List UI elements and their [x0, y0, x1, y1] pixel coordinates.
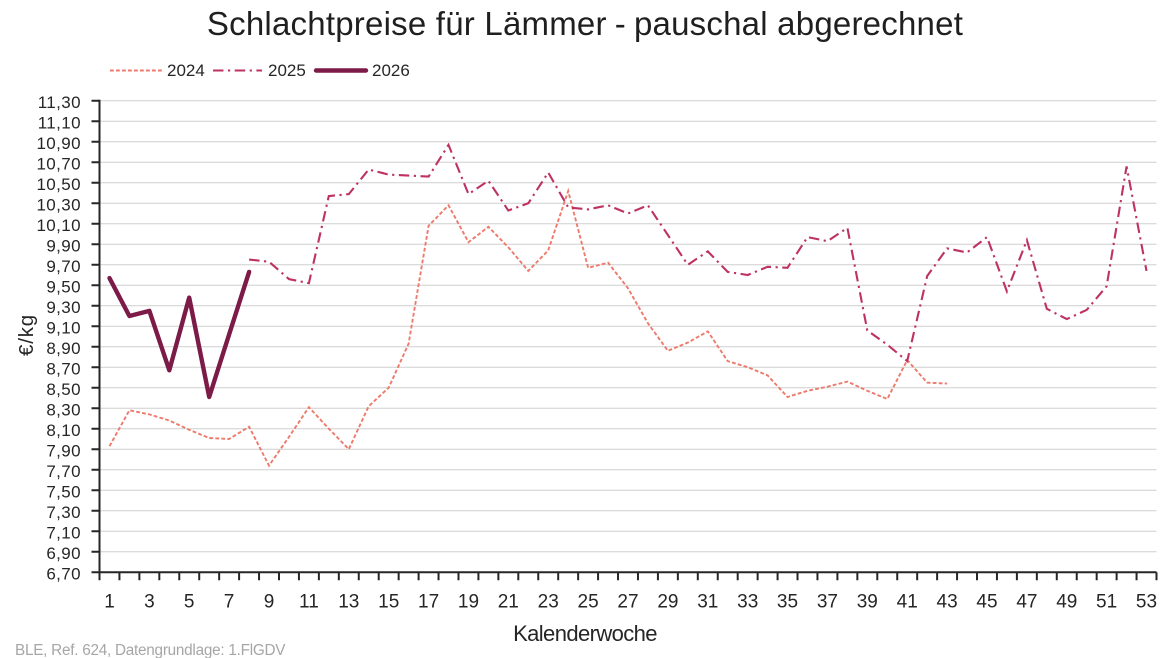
svg-text:2026: 2026: [372, 61, 410, 80]
svg-text:7,70: 7,70: [46, 462, 81, 481]
svg-text:9,50: 9,50: [46, 277, 81, 296]
svg-text:9,30: 9,30: [46, 298, 81, 317]
svg-text:9,90: 9,90: [46, 236, 81, 255]
svg-text:10,10: 10,10: [36, 216, 81, 235]
svg-text:2025: 2025: [268, 61, 306, 80]
svg-text:27: 27: [617, 592, 638, 613]
svg-text:10,90: 10,90: [36, 134, 81, 153]
svg-text:2024: 2024: [167, 61, 205, 80]
svg-text:10,70: 10,70: [36, 154, 81, 173]
svg-text:7,90: 7,90: [46, 441, 81, 460]
svg-text:33: 33: [737, 592, 758, 613]
svg-text:5: 5: [184, 592, 195, 613]
svg-text:11,10: 11,10: [38, 113, 81, 132]
svg-text:7,50: 7,50: [46, 482, 81, 501]
svg-text:6,70: 6,70: [46, 564, 81, 583]
svg-text:9,10: 9,10: [46, 318, 81, 337]
svg-text:8,50: 8,50: [46, 380, 81, 399]
svg-text:39: 39: [857, 592, 878, 613]
svg-text:23: 23: [538, 592, 559, 613]
svg-text:8,70: 8,70: [46, 359, 81, 378]
svg-text:9: 9: [264, 592, 275, 613]
svg-text:8,90: 8,90: [46, 339, 81, 358]
svg-text:25: 25: [578, 592, 599, 613]
svg-text:7,10: 7,10: [46, 523, 81, 542]
svg-text:53: 53: [1136, 592, 1157, 613]
svg-text:51: 51: [1096, 592, 1117, 613]
svg-text:BLE, Ref. 624, Datengrundlage:: BLE, Ref. 624, Datengrundlage: 1.FlGDV: [15, 642, 286, 658]
svg-text:29: 29: [657, 592, 678, 613]
svg-text:21: 21: [498, 592, 519, 613]
svg-text:45: 45: [976, 592, 997, 613]
svg-text:3: 3: [144, 592, 155, 613]
svg-text:1: 1: [104, 592, 115, 613]
svg-text:€/kg: €/kg: [15, 314, 38, 356]
svg-text:43: 43: [937, 592, 958, 613]
svg-text:47: 47: [1016, 592, 1037, 613]
svg-text:10,50: 10,50: [36, 175, 81, 194]
svg-text:11,30: 11,30: [38, 93, 81, 112]
svg-text:Kalenderwoche: Kalenderwoche: [513, 621, 657, 646]
svg-text:41: 41: [897, 592, 918, 613]
svg-text:9,70: 9,70: [46, 257, 81, 276]
svg-text:10,30: 10,30: [36, 195, 81, 214]
svg-text:35: 35: [777, 592, 798, 613]
svg-text:7: 7: [224, 592, 235, 613]
svg-text:37: 37: [817, 592, 838, 613]
svg-text:49: 49: [1056, 592, 1077, 613]
svg-text:8,30: 8,30: [46, 400, 81, 419]
svg-text:31: 31: [697, 592, 718, 613]
svg-text:13: 13: [338, 592, 359, 613]
svg-text:6,90: 6,90: [46, 544, 81, 563]
svg-text:19: 19: [458, 592, 479, 613]
svg-text:15: 15: [378, 592, 399, 613]
svg-text:7,30: 7,30: [46, 503, 81, 522]
svg-text:8,10: 8,10: [46, 421, 81, 440]
svg-text:17: 17: [418, 592, 439, 613]
svg-text:11: 11: [299, 592, 319, 613]
